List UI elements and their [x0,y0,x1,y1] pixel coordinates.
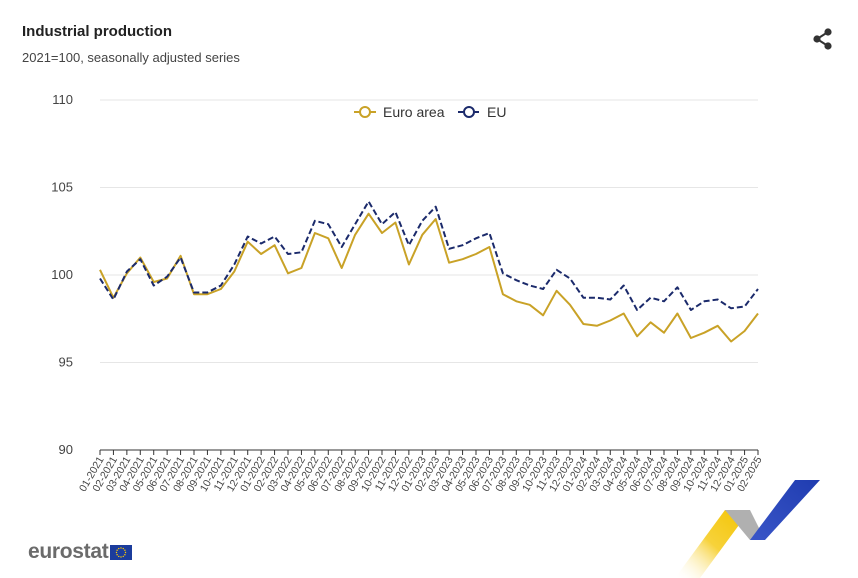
flag-star [118,555,120,557]
flag-star [116,553,119,555]
y-tick-label: 95 [59,355,73,370]
chart-title: Industrial production [22,23,172,40]
flag-star [120,555,123,558]
chart-subtitle: 2021=100, seasonally adjusted series [22,50,240,65]
flag-star [116,551,118,553]
flag-star [124,549,127,551]
eurostat-logo: eurostat [28,540,133,564]
flag-star [123,555,125,557]
y-tick-label: 110 [52,92,73,107]
flag-star [116,549,119,551]
flag-star [123,547,125,549]
flag-star [125,551,127,553]
brand-name: eurostat [28,540,109,563]
flag-star [124,553,127,555]
share-icon [813,28,832,50]
y-tick-label: 90 [59,442,73,457]
series-line-euro-area [99,212,759,343]
series-line-eu [99,200,759,311]
flag-star [120,546,123,549]
legend-label-eu: EU [487,104,506,120]
flag-star [118,547,120,549]
legend-marker-eu [463,106,475,118]
legend-marker-euro-area [359,106,371,118]
eu-flag-icon [110,544,133,560]
share-button[interactable] [810,26,836,52]
legend-label-euro-area: Euro area [383,104,445,120]
y-tick-label: 100 [51,267,73,282]
y-tick-label: 105 [51,180,73,195]
eurostat-swoosh-decoration [675,480,820,578]
